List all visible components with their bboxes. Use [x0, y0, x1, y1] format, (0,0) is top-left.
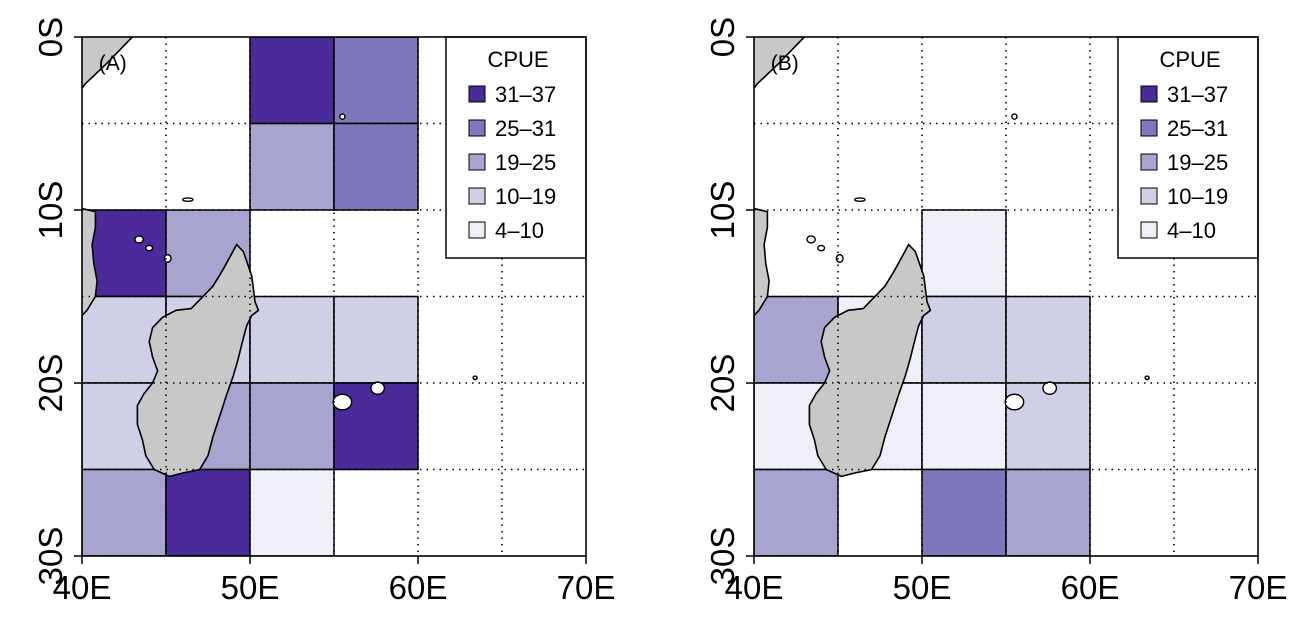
- cpue-cell: [921, 468, 1007, 556]
- y-tick-label: 20S: [704, 354, 741, 413]
- legend-box: [1117, 36, 1259, 259]
- cpue-cell: [333, 295, 419, 384]
- island: [1042, 381, 1058, 395]
- x-tick-label: 40E: [725, 569, 784, 606]
- legend-label: 4–10: [495, 218, 544, 243]
- legend-swatch: [1140, 119, 1158, 137]
- legend-label: 25–31: [1167, 116, 1228, 141]
- panel-label: (B): [771, 52, 799, 75]
- legend-swatch: [468, 119, 486, 137]
- panel-label: (A): [99, 52, 127, 75]
- map-panel-a: (A) CPUE 31–37 25–31 19–25 10–19 4–10 40E 50E 60E…: [32, 17, 615, 606]
- africa-coast-south: [754, 207, 770, 317]
- island: [1144, 375, 1150, 381]
- y-tick-label: 30S: [704, 527, 741, 586]
- africa-coast-north: [82, 37, 134, 90]
- y-tick-label: 20S: [32, 354, 69, 413]
- legend-swatch: [1140, 187, 1158, 205]
- africa-coast-south: [82, 207, 98, 317]
- legend-label: 31–37: [495, 82, 556, 107]
- map-layers: [754, 37, 1258, 556]
- cpue-cell: [333, 37, 419, 125]
- legend-swatch: [1140, 221, 1158, 239]
- island: [370, 381, 386, 395]
- cpue-cell: [249, 382, 335, 471]
- legend-label: 10–19: [495, 184, 556, 209]
- x-tick-label: 70E: [1229, 569, 1288, 606]
- legend-label: 4–10: [1167, 218, 1216, 243]
- legend-label: 10–19: [1167, 184, 1228, 209]
- cpue-cell: [921, 209, 1007, 298]
- legend-swatch: [1140, 153, 1158, 171]
- cpue-cell: [249, 295, 335, 384]
- legend-label: 19–25: [495, 150, 556, 175]
- cpue-cell: [921, 295, 1007, 384]
- island: [817, 244, 826, 252]
- y-tick-label: 10S: [704, 181, 741, 240]
- island: [806, 235, 817, 244]
- africa-coast-north: [754, 37, 806, 90]
- x-tick-label: 70E: [557, 569, 616, 606]
- island: [163, 253, 172, 263]
- legend-label: 31–37: [1167, 82, 1228, 107]
- x-tick-label: 50E: [893, 569, 952, 606]
- island: [134, 235, 145, 244]
- island: [1004, 393, 1025, 411]
- cpue-cell: [921, 382, 1007, 471]
- map-layers: [82, 37, 586, 556]
- cpue-cell: [249, 37, 335, 125]
- island: [854, 197, 866, 203]
- legend-title: CPUE: [1159, 47, 1220, 72]
- y-tick-label: 0S: [704, 17, 741, 57]
- y-tick-label: 30S: [32, 527, 69, 586]
- legend-label: 25–31: [495, 116, 556, 141]
- map-frame: [81, 36, 587, 557]
- map-panel-b: (B) CPUE 31–37 25–31 19–25 10–19 4–10 40E 50E 60E…: [704, 17, 1287, 606]
- y-tick-label: 10S: [32, 181, 69, 240]
- legend-swatch: [468, 153, 486, 171]
- island: [332, 393, 353, 411]
- island: [339, 113, 346, 120]
- island: [1011, 113, 1018, 120]
- legend-label: 19–25: [1167, 150, 1228, 175]
- x-tick-label: 40E: [53, 569, 112, 606]
- island: [472, 375, 478, 381]
- y-tick-label: 0S: [32, 17, 69, 57]
- x-tick-label: 60E: [389, 569, 448, 606]
- legend-swatch: [468, 85, 486, 103]
- cpue-cell: [1005, 468, 1091, 556]
- island: [835, 253, 844, 263]
- x-tick-label: 60E: [1061, 569, 1120, 606]
- legend-title: CPUE: [487, 47, 548, 72]
- cpue-cell: [1005, 295, 1091, 384]
- x-tick-label: 50E: [221, 569, 280, 606]
- island: [182, 197, 194, 203]
- madagascar-landmass: [808, 243, 932, 478]
- island: [145, 244, 154, 252]
- cpue-cell: [249, 122, 335, 211]
- map-frame: [753, 36, 1259, 557]
- legend-swatch: [468, 187, 486, 205]
- cpue-cell: [165, 468, 251, 556]
- legend-box: [445, 36, 587, 259]
- cpue-cell: [249, 468, 335, 556]
- legend-swatch: [1140, 85, 1158, 103]
- legend-swatch: [468, 221, 486, 239]
- cpue-cell: [754, 468, 839, 556]
- madagascar-landmass: [136, 243, 260, 478]
- cpue-cell: [82, 468, 167, 556]
- cpue-cell: [333, 122, 419, 211]
